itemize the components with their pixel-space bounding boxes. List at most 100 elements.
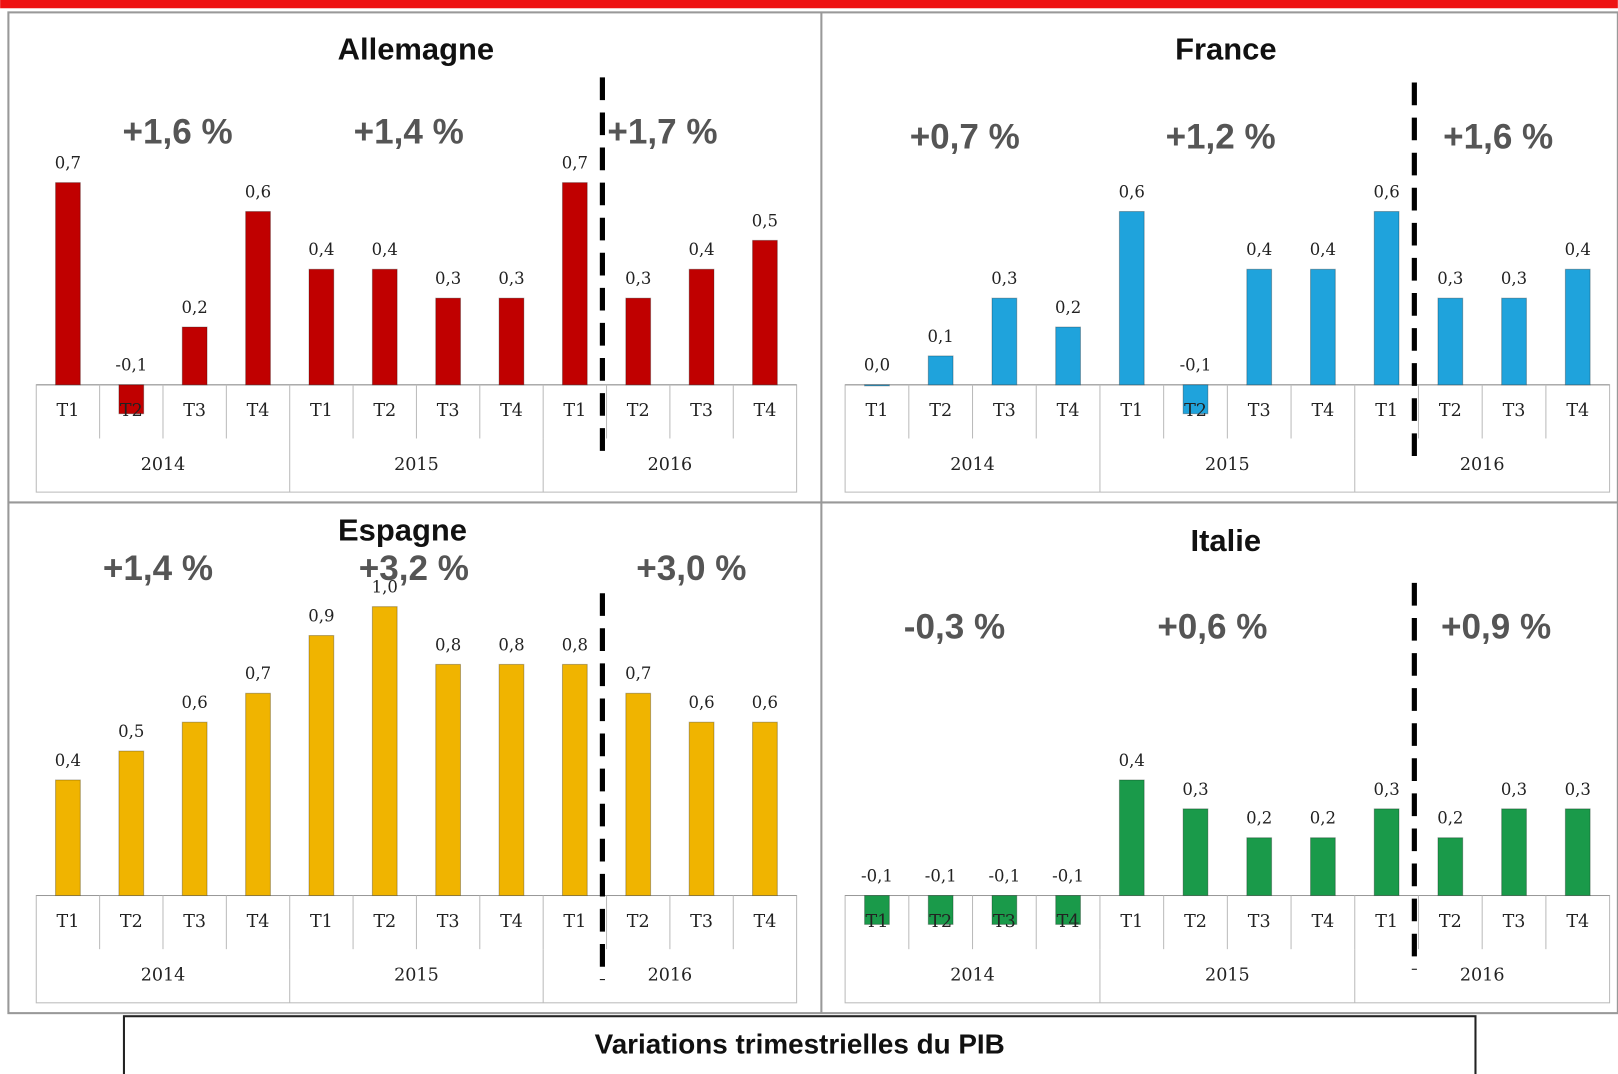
bar	[1118, 210, 1145, 386]
group-label: 2014	[950, 455, 995, 475]
category-label: T3	[993, 401, 1016, 421]
value-label: 0,7	[55, 154, 81, 173]
category-label: T4	[1057, 401, 1080, 421]
bar	[991, 297, 1018, 386]
value-label: 0,3	[991, 269, 1017, 288]
bar	[1246, 268, 1273, 386]
category-label: T1	[563, 401, 586, 421]
category-label: T2	[1439, 401, 1462, 421]
annotation: +1,4 %	[354, 112, 464, 151]
annotation: +1,7 %	[607, 112, 717, 151]
bar	[991, 894, 1018, 925]
category-label: T3	[690, 401, 713, 421]
bar	[245, 210, 271, 386]
bar	[1501, 297, 1527, 386]
bar	[927, 894, 954, 925]
bar	[625, 692, 652, 897]
bar	[55, 182, 81, 386]
annotation: +1,4 %	[103, 549, 213, 588]
category-label: T1	[310, 401, 333, 421]
bar	[181, 721, 208, 897]
annotation: +0,9 %	[1441, 608, 1551, 647]
category-label: T2	[373, 912, 396, 932]
category-label: T3	[437, 401, 460, 421]
value-label: 0,5	[118, 722, 144, 741]
bar	[752, 239, 778, 386]
category-label: T4	[247, 912, 270, 932]
bar	[1310, 837, 1336, 897]
category-label: T1	[1375, 912, 1398, 932]
category-label: T4	[1057, 912, 1080, 932]
bar	[1373, 210, 1400, 386]
category-label: T4	[1312, 401, 1335, 421]
category-label: T1	[57, 401, 80, 421]
bar	[435, 663, 462, 897]
value-label: 0,3	[1182, 780, 1208, 799]
annotation: +1,6 %	[1443, 118, 1553, 157]
value-label: 0,8	[562, 635, 588, 654]
value-label: 0,8	[498, 635, 524, 654]
value-label: 0,3	[1565, 780, 1591, 799]
group-label: 2015	[1205, 965, 1250, 985]
category-label: T1	[1120, 912, 1143, 932]
category-label: T2	[120, 401, 143, 421]
top-band	[0, 0, 1618, 9]
bar	[308, 268, 335, 386]
value-label: -0,1	[1180, 356, 1212, 375]
category-label: T4	[247, 401, 270, 421]
bar	[245, 692, 271, 897]
category-label: T2	[1184, 912, 1207, 932]
chart-title: France	[1175, 32, 1276, 67]
value-label: 0,7	[245, 664, 271, 683]
value-label: -0,1	[1052, 866, 1084, 885]
value-label: 0,6	[1119, 182, 1145, 201]
value-label: 0,6	[182, 693, 208, 712]
value-label: 0,3	[1501, 269, 1527, 288]
value-label: 0,4	[1565, 240, 1591, 259]
annotation: +1,6 %	[123, 112, 233, 151]
group-label: 2015	[394, 965, 439, 985]
bar	[1246, 837, 1273, 897]
group-label: 2015	[394, 455, 439, 475]
bar	[1564, 808, 1591, 897]
value-label: 0,2	[1055, 298, 1081, 317]
value-label: 0,4	[308, 240, 334, 259]
category-label: T2	[929, 912, 952, 932]
category-label: T2	[120, 912, 143, 932]
value-label: 0,4	[1246, 240, 1272, 259]
category-label: T2	[627, 401, 650, 421]
category-label: T1	[310, 912, 333, 932]
category-label: T1	[563, 912, 586, 932]
value-label: 0,2	[1437, 809, 1463, 828]
value-label: 0,3	[625, 269, 651, 288]
value-label: 0,2	[1310, 809, 1336, 828]
value-label: 0,3	[1437, 269, 1463, 288]
bar	[561, 182, 588, 386]
category-label: T3	[183, 401, 206, 421]
category-label: T3	[1503, 912, 1526, 932]
category-label: T3	[1503, 401, 1526, 421]
value-label: 0,7	[625, 664, 651, 683]
bar	[864, 384, 890, 387]
group-label: 2015	[1205, 455, 1250, 475]
bar	[181, 326, 208, 386]
annotation: +0,7 %	[910, 118, 1020, 157]
category-label: T3	[1248, 401, 1271, 421]
value-label: 0,2	[182, 298, 208, 317]
group-label: 2016	[648, 455, 693, 475]
category-label: T2	[1184, 401, 1207, 421]
category-label: T1	[1120, 401, 1143, 421]
value-label: 0,3	[435, 269, 461, 288]
category-label: T1	[57, 912, 80, 932]
group-label: 2016	[1460, 965, 1505, 985]
value-label: 0,6	[245, 182, 271, 201]
bar	[752, 721, 778, 897]
value-label: 0,7	[562, 154, 588, 173]
bar	[118, 384, 145, 415]
value-label: 0,3	[498, 269, 524, 288]
value-label: 0,4	[1119, 751, 1145, 770]
bar	[118, 750, 145, 897]
category-label: T1	[866, 401, 889, 421]
category-label: T4	[500, 912, 523, 932]
